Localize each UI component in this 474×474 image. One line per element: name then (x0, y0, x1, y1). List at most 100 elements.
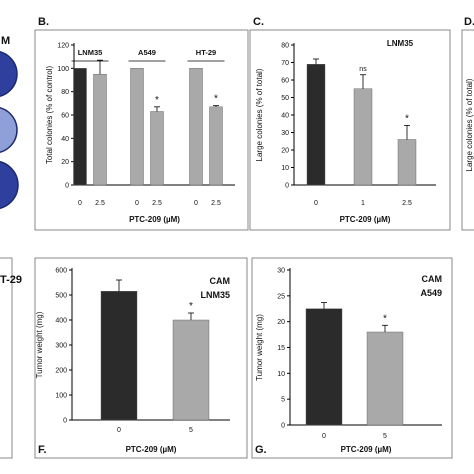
chart-title-line: CAM (210, 276, 231, 286)
y-tick-label: 15 (277, 345, 285, 352)
panel-frame (249, 29, 451, 231)
chart-panel-f: F. Tumor weight (mg) PTC-209 (µM) 0 100 200 30… (34, 257, 248, 459)
chart-title-line: A549 (420, 288, 442, 298)
x-tick-label: 0 (78, 200, 82, 207)
y-tick-label: 300 (55, 343, 67, 350)
significance-label: * (189, 301, 193, 312)
y-tick-label: 80 (61, 89, 69, 96)
group-label: LNM35 (78, 48, 103, 57)
significance-label: * (155, 95, 159, 106)
chart-title-line: LNM35 (200, 290, 230, 300)
colony-dish (0, 107, 18, 153)
y-tick-label: 400 (55, 318, 67, 325)
panel-letter: D. (464, 16, 474, 28)
y-tick-label: 200 (55, 368, 67, 375)
x-tick-label: 0 (135, 200, 139, 207)
panel-frame (461, 29, 474, 231)
panel-frame (34, 257, 248, 459)
chart-panel-b: B. Total colonies (% of control) PTC-209 (… (34, 16, 249, 231)
y-tick-label: 10 (277, 371, 285, 378)
panel-e: T-29 (0, 257, 22, 459)
y-tick-label: 40 (281, 113, 289, 120)
colony-dish (0, 160, 19, 210)
group-label: HT-29 (196, 48, 216, 57)
y-tick-label: 60 (281, 78, 289, 85)
x-tick-label: 0 (194, 200, 198, 207)
panel-a: M (0, 35, 19, 210)
y-tick-label: 100 (55, 393, 67, 400)
y-tick-label: 120 (57, 43, 69, 50)
chart-panel-g: G. Tumor weight (mg) PTC-209 (µM) 0 5 10 15 20 2… (251, 257, 453, 459)
significance-label: ns (359, 66, 367, 73)
bar (305, 308, 343, 426)
y-tick-label: 20 (61, 159, 69, 166)
bar (93, 73, 107, 186)
y-tick-label: 500 (55, 293, 67, 300)
chart-panel-d: D. Large colonies (% of total) (461, 16, 474, 231)
panel-frame (251, 257, 453, 459)
y-tick-label: 10 (281, 165, 289, 172)
x-tick-label: 5 (189, 427, 193, 434)
panel-letter: B. (38, 16, 49, 28)
bar (306, 64, 326, 186)
significance-label: * (383, 313, 387, 324)
bar (209, 106, 223, 186)
y-axis-label: Total colonies (% of control) (45, 66, 54, 165)
y-tick-label: 0 (65, 183, 69, 190)
bar (366, 331, 404, 426)
x-axis-label: PTC-209 (µM) (129, 215, 180, 224)
y-tick-label: 5 (281, 397, 285, 404)
x-tick-label: 2.5 (95, 200, 105, 207)
panel-letter: C. (253, 16, 264, 28)
y-tick-label: 70 (281, 60, 289, 67)
y-tick-label: 60 (61, 113, 69, 120)
colony-dish (0, 51, 18, 97)
bar (189, 68, 203, 186)
panel-e-label-fragment: T-29 (0, 274, 22, 286)
y-tick-label: 100 (57, 66, 69, 73)
chart-title: LNM35 (387, 39, 414, 48)
group-label: A549 (138, 48, 156, 57)
y-tick-label: 40 (61, 136, 69, 143)
y-axis-label: Large colonies (% of total) (465, 78, 474, 171)
y-tick-label: 30 (277, 268, 285, 275)
x-axis-label: PTC-209 (µM) (126, 445, 177, 454)
y-tick-label: 30 (281, 130, 289, 137)
panel-e-frame (0, 257, 13, 459)
x-tick-label: 2.5 (152, 200, 162, 207)
bar (150, 111, 164, 186)
bar (353, 88, 373, 186)
chart-title-line: CAM (422, 274, 443, 284)
chart-panel-c: C. Large colonies (% of total) PTC-209 (µM… (249, 16, 451, 231)
y-axis-label: Large colonies (% of total) (255, 68, 264, 161)
y-axis-label: Tumor weight (mg) (35, 311, 44, 378)
y-tick-label: 0 (285, 183, 289, 190)
x-tick-label: 0 (322, 433, 326, 440)
x-tick-label: 5 (383, 433, 387, 440)
significance-label: * (405, 114, 409, 125)
panel-letter: F. (38, 444, 47, 456)
y-tick-label: 80 (281, 43, 289, 50)
x-tick-label: 0 (314, 200, 318, 207)
y-tick-label: 25 (277, 293, 285, 300)
y-tick-label: 50 (281, 95, 289, 102)
bar (130, 68, 144, 186)
y-tick-label: 0 (63, 418, 67, 425)
significance-label: * (214, 94, 218, 105)
bar (397, 139, 417, 186)
charts: B. Total colonies (% of control) PTC-209 (… (34, 16, 474, 459)
y-tick-label: 0 (281, 423, 285, 430)
bar (100, 291, 138, 421)
x-tick-label: 0 (117, 427, 121, 434)
x-axis-label: PTC-209 (µM) (340, 215, 391, 224)
panel-a-label-fragment: M (1, 35, 10, 47)
x-tick-label: 2.5 (211, 200, 221, 207)
y-tick-label: 20 (277, 319, 285, 326)
x-tick-label: 2.5 (402, 200, 412, 207)
bar (73, 68, 87, 186)
x-axis-label: PTC-209 (µM) (341, 445, 392, 454)
x-tick-label: 1 (361, 200, 365, 207)
y-tick-label: 20 (281, 148, 289, 155)
y-tick-label: 600 (55, 268, 67, 275)
